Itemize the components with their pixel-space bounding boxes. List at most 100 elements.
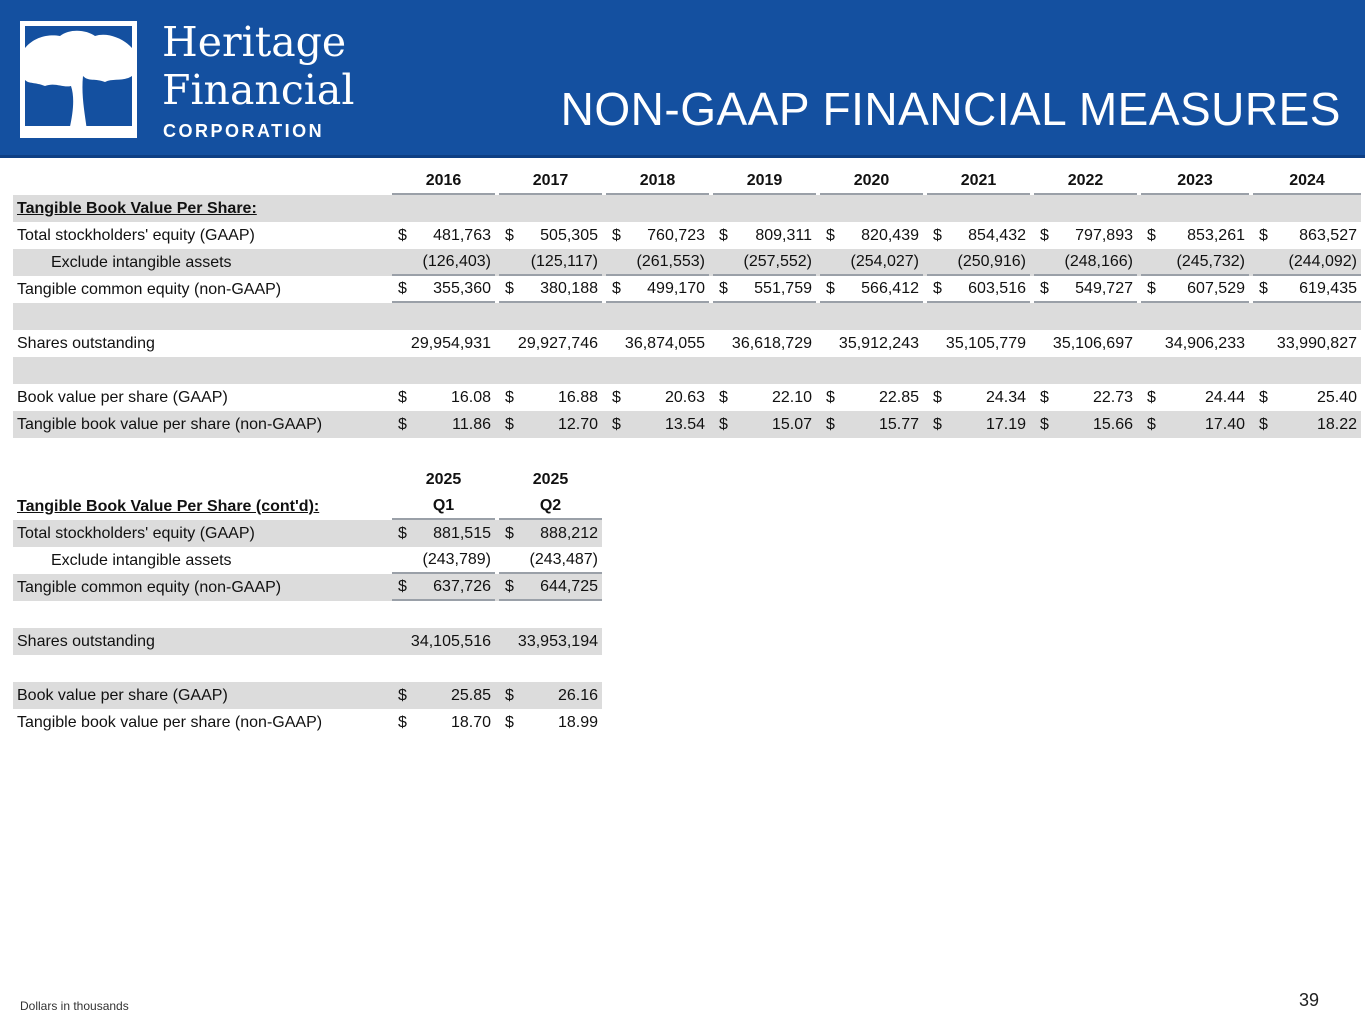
row-label: Book value per share (GAAP)	[17, 686, 228, 704]
dollar-sign: $	[398, 524, 407, 542]
brand-name-line3: CORPORATION	[163, 121, 325, 141]
value-cell: 566,412 $	[820, 276, 923, 303]
dollar-sign: $	[505, 713, 514, 731]
dollar-sign: $	[398, 686, 407, 704]
row-label: Shares outstanding	[17, 334, 155, 352]
value-cell: 505,305 $	[505, 226, 598, 244]
value-cell: (126,403)	[392, 249, 495, 276]
dollar-sign: $	[1147, 415, 1156, 433]
value-cell	[499, 303, 602, 330]
column-header: 2020	[820, 168, 923, 195]
dollar-sign: $	[719, 415, 728, 433]
value-cell: 619,435 $	[1253, 276, 1361, 303]
dollar-sign: $	[933, 415, 942, 433]
dollar-sign: $	[505, 279, 514, 297]
dollar-sign: $	[719, 226, 728, 244]
value-cell: 22.73 $	[1040, 388, 1133, 406]
value-cell: 29,927,746	[517, 334, 598, 352]
value-cell	[1141, 303, 1249, 330]
column-header: 2019	[713, 168, 816, 195]
value-cell: 25.40 $	[1259, 388, 1357, 406]
value-cell: 854,432 $	[933, 226, 1026, 244]
table-row: Tangible common equity (non-GAAP) 355,360…	[13, 276, 1361, 303]
column-header: Q1	[392, 493, 495, 520]
value-cell	[820, 357, 923, 384]
tree-logo-icon	[20, 21, 137, 138]
value-cell: 863,527 $	[1259, 226, 1357, 244]
table-row: Exclude intangible assets (126,403) (125,1…	[13, 249, 1361, 276]
value-cell: 603,516 $	[927, 276, 1030, 303]
value-cell	[927, 357, 1030, 384]
value-cell: 35,106,697	[1052, 334, 1133, 352]
dollar-sign: $	[933, 226, 942, 244]
column-header: 2018	[606, 168, 709, 195]
value-cell: 11.86 $	[398, 415, 491, 433]
value-cell: 18.22 $	[1259, 415, 1357, 433]
dollar-sign: $	[505, 388, 514, 406]
value-cell: (244,092)	[1253, 249, 1361, 276]
dollar-sign: $	[398, 279, 407, 297]
value-cell: (261,553)	[606, 249, 709, 276]
value-cell	[713, 357, 816, 384]
dollar-sign: $	[826, 415, 835, 433]
value-cell: 888,212 $	[505, 524, 598, 542]
value-cell: 797,893 $	[1040, 226, 1133, 244]
dollar-sign: $	[1147, 279, 1156, 297]
value-cell: 33,953,194	[517, 632, 598, 650]
table-row: Tangible common equity (non-GAAP) 637,726…	[13, 574, 602, 601]
value-cell: (243,789)	[392, 547, 495, 574]
value-cell: 25.85 $	[398, 686, 491, 704]
table-row: Book value per share (GAAP) 16.08 $ 16.88 $ 2…	[13, 384, 1361, 411]
table-row: Tangible book value per share (non-GAAP)…	[13, 411, 1361, 438]
value-cell	[392, 601, 495, 628]
value-cell: 16.88 $	[505, 388, 598, 406]
column-header: 2017	[499, 168, 602, 195]
column-header: 2022	[1034, 168, 1137, 195]
row-label: Tangible common equity (non-GAAP)	[17, 578, 282, 596]
value-cell: 637,726 $	[392, 574, 495, 601]
dollar-sign: $	[719, 388, 728, 406]
value-cell	[392, 357, 495, 384]
dollar-sign: $	[1259, 279, 1268, 297]
slide-header: Heritage Financial CORPORATION NON-GAAP …	[0, 0, 1365, 158]
dollar-sign: $	[1147, 388, 1156, 406]
column-header: 2021	[927, 168, 1030, 195]
table-row	[13, 655, 602, 682]
table-row	[13, 303, 1361, 330]
row-label: Total stockholders' equity (GAAP)	[17, 524, 255, 542]
column-header: Q2	[499, 493, 602, 520]
value-cell: 809,311 $	[719, 226, 812, 244]
value-cell: 499,170 $	[606, 276, 709, 303]
value-cell: 35,105,779	[945, 334, 1026, 352]
column-header: 2023	[1141, 168, 1249, 195]
dollar-sign: $	[1259, 226, 1268, 244]
value-cell	[392, 303, 495, 330]
value-cell: 36,618,729	[731, 334, 812, 352]
value-cell	[499, 655, 602, 682]
dollar-sign: $	[505, 577, 514, 595]
dollar-sign: $	[1040, 226, 1049, 244]
value-cell: 18.99 $	[505, 713, 598, 731]
row-label: Tangible book value per share (non-GAAP)	[17, 415, 323, 433]
value-cell	[713, 303, 816, 330]
section-label: Tangible Book Value Per Share:	[17, 199, 257, 217]
value-cell	[606, 357, 709, 384]
dollar-sign: $	[398, 713, 407, 731]
dollar-sign: $	[826, 388, 835, 406]
value-cell: 35,912,243	[838, 334, 919, 352]
dollar-sign: $	[826, 226, 835, 244]
value-cell: (250,916)	[927, 249, 1030, 276]
dollar-sign: $	[719, 279, 728, 297]
dollar-sign: $	[398, 388, 407, 406]
value-cell: 881,515 $	[398, 524, 491, 542]
value-cell: 16.08 $	[398, 388, 491, 406]
table-row	[13, 357, 1361, 384]
value-cell: 481,763 $	[398, 226, 491, 244]
dollar-sign: $	[612, 226, 621, 244]
row-label: Shares outstanding	[17, 632, 155, 650]
dollar-sign: $	[1040, 279, 1049, 297]
dollar-sign: $	[398, 577, 407, 595]
dollar-sign: $	[1259, 415, 1268, 433]
value-cell	[499, 601, 602, 628]
page-number: 39	[1298, 990, 1319, 1010]
